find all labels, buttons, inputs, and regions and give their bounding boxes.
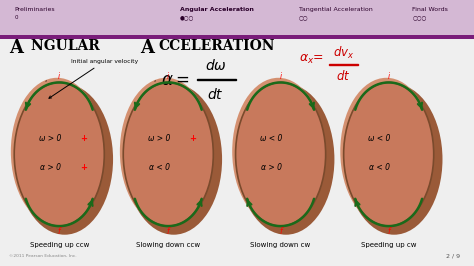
Text: A: A	[140, 39, 154, 57]
Text: f: f	[167, 227, 170, 236]
Text: Tangential Acceleration: Tangential Acceleration	[299, 7, 373, 12]
Text: $\alpha_x$=: $\alpha_x$=	[299, 53, 324, 66]
Text: A: A	[9, 39, 24, 57]
Text: Final Words: Final Words	[412, 7, 448, 12]
Ellipse shape	[125, 84, 222, 235]
Text: i: i	[167, 72, 169, 81]
Text: Angular Acceleration: Angular Acceleration	[180, 7, 254, 12]
Text: f: f	[387, 227, 390, 236]
Text: ω < 0: ω < 0	[368, 134, 391, 143]
Text: ω > 0: ω > 0	[39, 134, 62, 143]
Text: ●○○: ●○○	[180, 15, 194, 20]
Text: 0: 0	[14, 15, 18, 20]
Text: Preliminaries: Preliminaries	[14, 7, 55, 12]
Text: $dt$: $dt$	[207, 87, 224, 102]
Text: ω < 0: ω < 0	[260, 134, 283, 143]
Text: +: +	[190, 134, 197, 143]
Text: Speeding up ccw: Speeding up ccw	[29, 242, 89, 248]
Ellipse shape	[340, 78, 433, 225]
Text: NGULAR: NGULAR	[31, 39, 104, 53]
Bar	[0, 0, 474, 35]
Ellipse shape	[16, 84, 113, 235]
Text: $dt$: $dt$	[337, 69, 351, 83]
Text: $dv_x$: $dv_x$	[333, 45, 355, 61]
Bar	[197, 79, 236, 80]
Ellipse shape	[236, 82, 326, 226]
Text: Slowing down cw: Slowing down cw	[250, 242, 311, 248]
Ellipse shape	[232, 78, 325, 225]
Text: ©2011 Pearson Education, Inc.: ©2011 Pearson Education, Inc.	[9, 254, 77, 258]
Text: f: f	[279, 227, 282, 236]
Ellipse shape	[123, 82, 213, 226]
Text: ω > 0: ω > 0	[148, 134, 171, 143]
Text: Initial angular velocity: Initial angular velocity	[49, 59, 138, 98]
Text: +: +	[81, 134, 88, 143]
Text: α < 0: α < 0	[369, 163, 390, 172]
Text: $\alpha =$: $\alpha =$	[161, 71, 190, 89]
Ellipse shape	[120, 78, 212, 225]
Text: ○○: ○○	[299, 15, 308, 20]
Text: f: f	[58, 227, 61, 236]
Text: ,: ,	[45, 76, 47, 82]
Text: CCELERATION: CCELERATION	[159, 39, 275, 53]
Text: i: i	[58, 72, 60, 81]
Text: i: i	[388, 72, 390, 81]
Text: ,: ,	[154, 76, 156, 82]
Text: $d\omega$: $d\omega$	[205, 58, 227, 73]
Ellipse shape	[344, 82, 434, 226]
Ellipse shape	[14, 82, 104, 226]
Text: α < 0: α < 0	[149, 163, 170, 172]
Text: α > 0: α > 0	[40, 163, 61, 172]
Ellipse shape	[346, 84, 443, 235]
Text: α > 0: α > 0	[261, 163, 282, 172]
Text: i: i	[280, 72, 282, 81]
Text: Slowing down ccw: Slowing down ccw	[136, 242, 201, 248]
Bar	[329, 64, 358, 65]
Text: ○○○: ○○○	[412, 15, 427, 20]
Bar	[0, 35, 474, 39]
Text: 2 / 9: 2 / 9	[446, 253, 460, 258]
Ellipse shape	[11, 78, 103, 225]
Ellipse shape	[237, 84, 335, 235]
Text: Speeding up cw: Speeding up cw	[361, 242, 417, 248]
Text: +: +	[81, 163, 88, 172]
